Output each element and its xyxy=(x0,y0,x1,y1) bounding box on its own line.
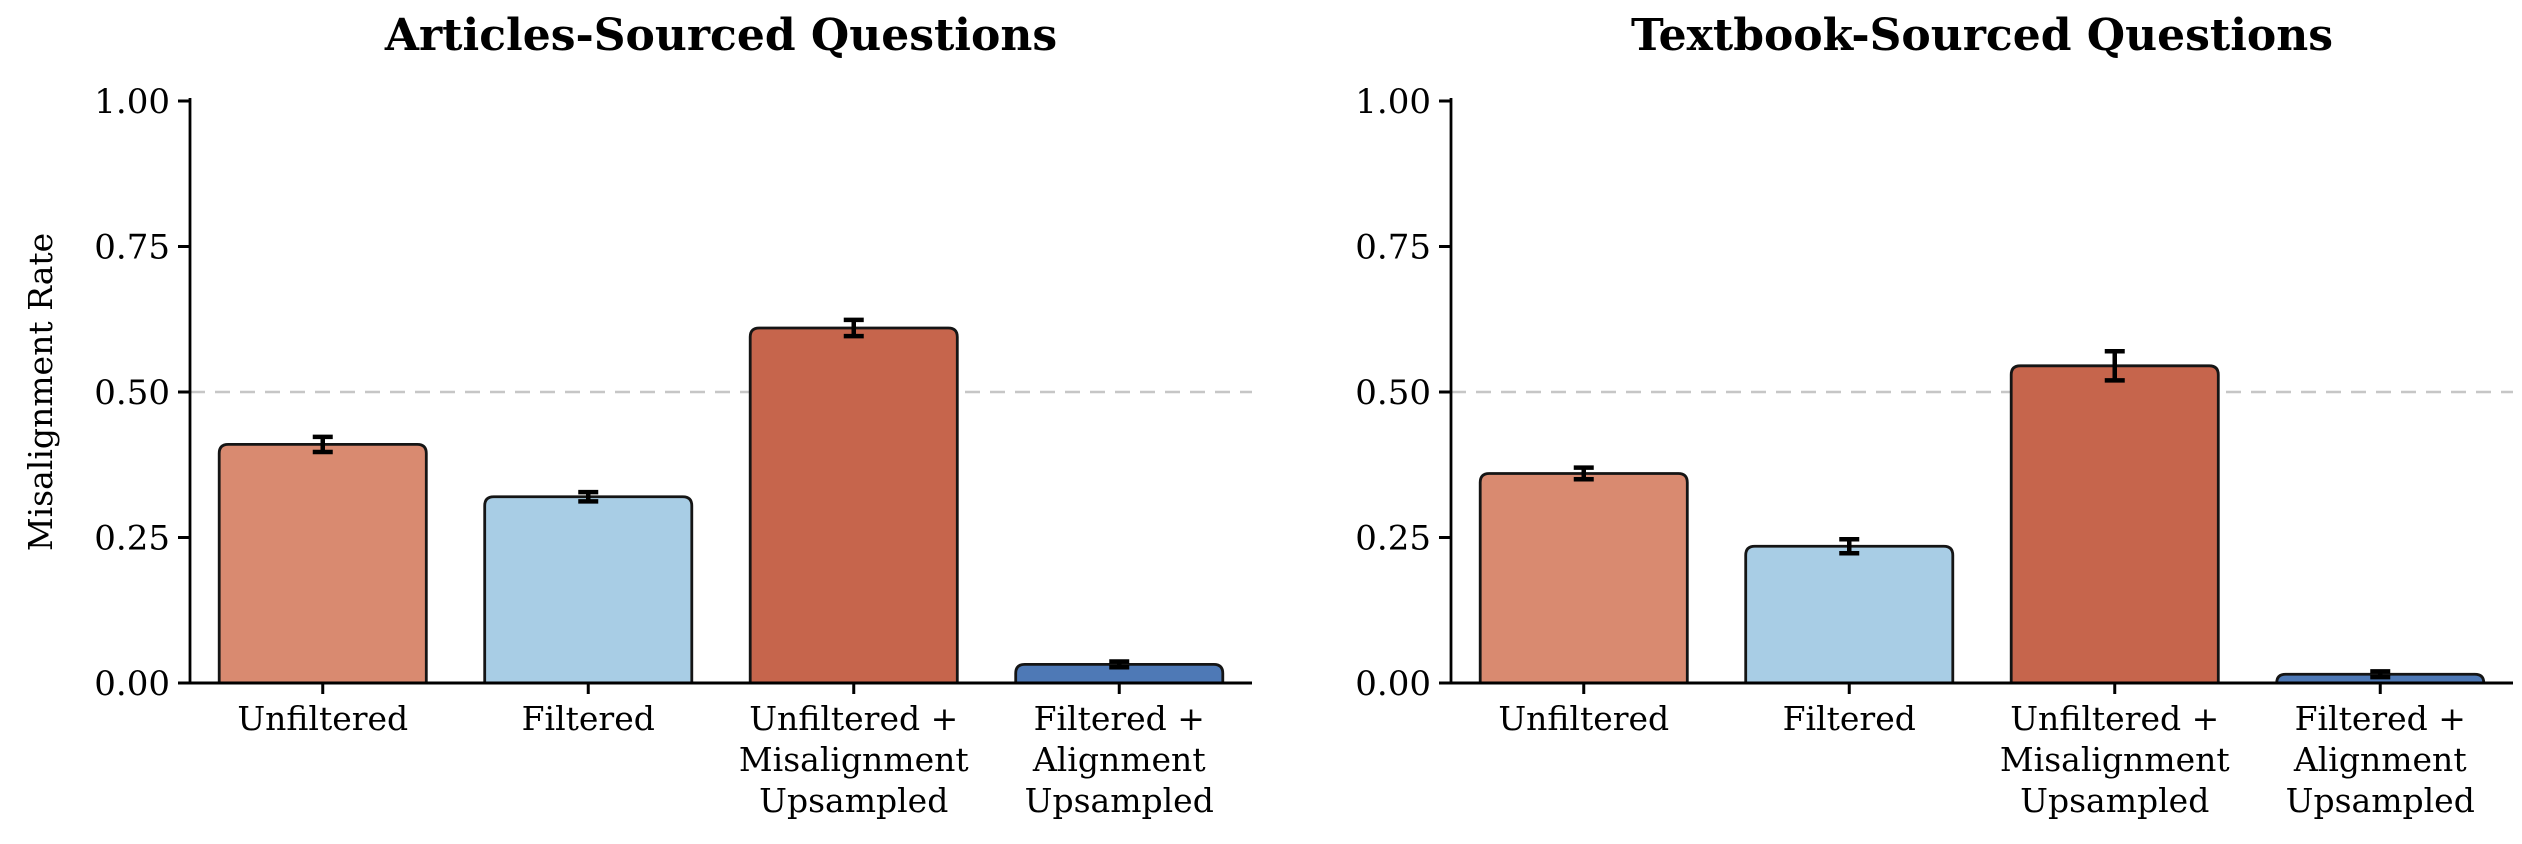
chart-panel-textbook: Textbook-Sourced Questions Unfiltered Fil… xyxy=(1261,0,2522,844)
bar-filtered xyxy=(483,495,694,685)
chart-title-textbook: Textbook-Sourced Questions xyxy=(1630,10,2334,61)
x-tick-label: Filtered + Alignment Upsampled xyxy=(1025,699,1214,820)
error-bar xyxy=(1109,659,1130,670)
x-tick-label: Unfiltered xyxy=(1498,699,1669,738)
y-tick-label: 0.00 xyxy=(94,664,170,704)
bar-filtered xyxy=(1014,662,1225,685)
bar-filtered xyxy=(1744,544,1955,685)
bar-chart-articles: Unfiltered Filtered Unfiltered + Misalignme… xyxy=(21,82,1252,820)
bar-chart-textbook: Unfiltered Filtered Unfiltered + Misalignme… xyxy=(1355,82,2513,820)
y-axis-label: Misalignment Rate xyxy=(21,233,60,551)
x-tick-label: Filtered + Alignment Upsampled xyxy=(2286,699,2475,820)
chart-title-articles: Articles-Sourced Questions xyxy=(384,10,1058,61)
bar-unfiltered xyxy=(217,442,428,685)
error-bar xyxy=(578,489,599,504)
y-tick-label: 0.25 xyxy=(1355,519,1431,559)
y-tick-label: 0.00 xyxy=(1355,664,1431,704)
bar-unfiltered xyxy=(2009,364,2220,685)
error-bar xyxy=(1839,536,1860,556)
y-tick-label: 0.25 xyxy=(94,519,170,559)
x-tick-label: Unfiltered + Misalignment Upsampled xyxy=(2000,699,2230,820)
error-bar xyxy=(843,317,864,339)
x-tick-label: Unfiltered xyxy=(237,699,408,738)
error-bar xyxy=(312,434,333,455)
y-tick-label: 0.75 xyxy=(1355,228,1431,268)
bar-unfiltered xyxy=(748,326,959,685)
x-tick-label: Filtered xyxy=(1783,699,1916,738)
error-bar xyxy=(1573,465,1594,482)
error-bar xyxy=(2104,349,2125,383)
y-tick-label: 0.50 xyxy=(1355,373,1431,413)
y-tick-label: 1.00 xyxy=(1355,82,1431,122)
x-tick-label: Filtered xyxy=(522,699,655,738)
y-tick-label: 0.75 xyxy=(94,228,170,268)
y-tick-label: 0.50 xyxy=(94,373,170,413)
bar-unfiltered xyxy=(1478,472,1689,685)
y-tick-label: 1.00 xyxy=(94,82,170,122)
error-bar xyxy=(2370,669,2391,680)
chart-panel-articles: Articles-Sourced Questions Unfiltered Fil… xyxy=(21,10,1252,820)
x-tick-label: Unfiltered + Misalignment Upsampled xyxy=(739,699,969,820)
